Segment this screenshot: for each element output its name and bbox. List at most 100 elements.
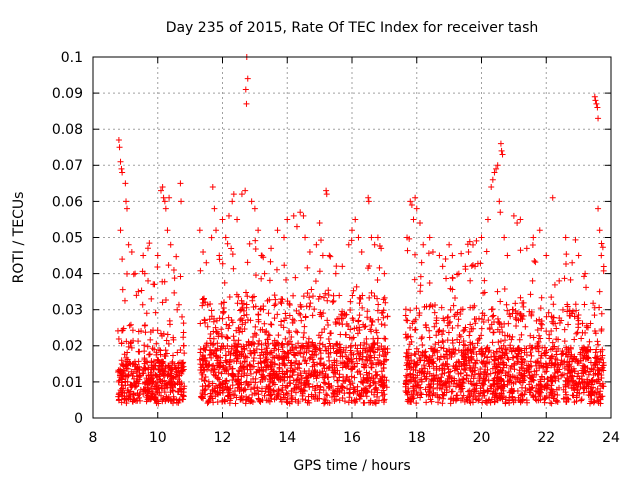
data-point-cloud [467, 277, 474, 284]
data-point-cloud [551, 391, 558, 398]
data-point-cloud [347, 381, 354, 388]
data-point-cloud [199, 355, 206, 362]
data-point-cloud [516, 397, 523, 404]
data-point-cloud [519, 391, 526, 398]
data-point [216, 252, 223, 259]
data-point-cloud [374, 357, 381, 364]
chart-title: Day 235 of 2015, Rate Of TEC Index for r… [166, 20, 539, 36]
data-point-cloud [238, 351, 245, 358]
data-point [159, 183, 166, 190]
data-point-cloud [489, 306, 496, 313]
data-point-cloud [300, 334, 307, 341]
data-point-cloud [361, 339, 368, 346]
data-point-cloud [217, 354, 224, 361]
data-point-cloud [326, 363, 333, 370]
data-point-cloud [146, 351, 153, 358]
data-point-cloud [280, 324, 287, 331]
data-point [326, 252, 333, 259]
data-point-cloud [456, 339, 463, 346]
data-point [148, 295, 155, 302]
data-point-cloud [440, 345, 447, 352]
data-point-cloud [281, 374, 288, 381]
data-point-cloud [348, 237, 355, 244]
data-point-cloud [198, 394, 205, 401]
data-point [140, 252, 147, 259]
data-point-cloud [125, 343, 132, 350]
data-point-cloud [330, 297, 337, 304]
data-point-cloud [320, 294, 327, 301]
data-point-cloud [286, 329, 293, 336]
data-point-cloud [214, 340, 221, 347]
data-point-cloud [300, 354, 307, 361]
data-point-cloud [147, 329, 154, 336]
data-point-cloud [212, 353, 219, 360]
data-point-cloud [410, 371, 417, 378]
data-point-cloud [284, 395, 291, 402]
data-point-cloud [304, 290, 311, 297]
data-point-cloud [482, 360, 489, 367]
data-point-cloud [301, 329, 308, 336]
data-point-cloud [532, 359, 539, 366]
data-point-cloud [306, 384, 313, 391]
data-point-cloud [471, 386, 478, 393]
data-point-cloud [426, 327, 433, 334]
data-point-cloud [162, 347, 169, 354]
x-tick-label: 16 [343, 430, 361, 446]
data-point-cloud [235, 293, 242, 300]
data-point-cloud [199, 302, 206, 309]
data-point-cloud [442, 360, 449, 367]
data-point-cloud [363, 341, 370, 348]
data-point-cloud [262, 388, 269, 395]
data-point-cloud [197, 349, 204, 356]
data-point-cloud [146, 240, 153, 247]
data-point-cloud [215, 360, 222, 367]
data-point-cloud [407, 307, 414, 314]
data-point-cloud [294, 371, 301, 378]
data-point-cloud [374, 335, 381, 342]
y-tick-label: 0.05 [52, 230, 83, 246]
data-point-cloud [536, 316, 543, 323]
data-point-cloud [381, 322, 388, 329]
data-point-cloud [548, 353, 555, 360]
data-point [596, 227, 603, 234]
data-point-cloud [341, 378, 348, 385]
data-point [446, 241, 453, 248]
data-point-cloud [332, 321, 339, 328]
data-point-cloud [214, 384, 221, 391]
data-point-cloud [478, 358, 485, 365]
data-point-cloud [412, 374, 419, 381]
data-point-cloud [263, 363, 270, 370]
data-point-cloud [312, 385, 319, 392]
data-point-cloud [500, 342, 507, 349]
data-point-cloud [251, 340, 258, 347]
data-point-cloud [270, 387, 277, 394]
data-point-cloud [311, 352, 318, 359]
data-point-cloud [569, 392, 576, 399]
data-point [213, 227, 220, 234]
data-point-cloud [325, 381, 332, 388]
data-point-cloud [201, 317, 208, 324]
data-point-cloud [247, 386, 254, 393]
data-point-cloud [496, 345, 503, 352]
data-point-cloud [573, 330, 580, 337]
data-point [116, 144, 123, 151]
data-point-cloud [248, 350, 255, 357]
data-point-cloud [414, 381, 421, 388]
data-point-cloud [169, 358, 176, 365]
data-point-cloud [460, 328, 467, 335]
data-point-cloud [507, 344, 514, 351]
data-point-cloud [571, 368, 578, 375]
data-point-cloud [370, 379, 377, 386]
data-point-cloud [125, 361, 132, 368]
data-point-cloud [282, 384, 289, 391]
data-point-cloud [440, 392, 447, 399]
data-point-cloud [115, 393, 122, 400]
data-point-cloud [365, 378, 372, 385]
data-point-cloud [233, 394, 240, 401]
data-point-cloud [571, 399, 578, 406]
data-point-cloud [288, 398, 295, 405]
data-point-cloud [263, 356, 270, 363]
data-point-cloud [511, 362, 518, 369]
data-point-cloud [239, 317, 246, 324]
data-point-cloud [314, 361, 321, 368]
